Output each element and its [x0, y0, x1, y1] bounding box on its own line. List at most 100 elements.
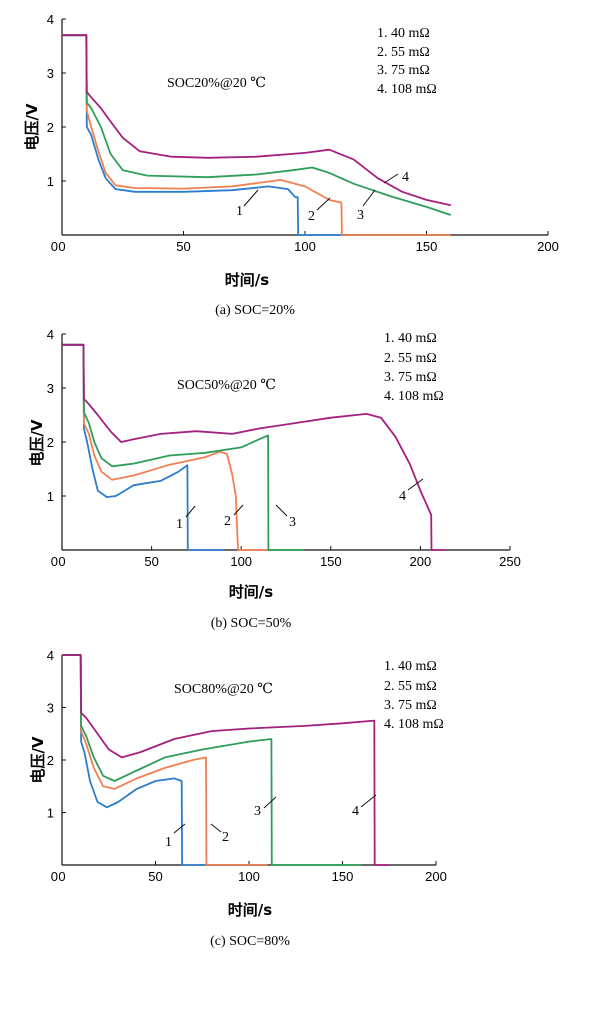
y-tick-label-a: 4: [47, 12, 54, 27]
x-tick-label-b: 150: [320, 554, 342, 569]
curve-label-a-2: 2: [308, 209, 315, 224]
legend-a-4: 4. 108 mΩ: [377, 82, 437, 97]
series-line-c-2: [62, 654, 268, 866]
x-tick-label-a: 200: [537, 239, 559, 254]
origin-label-b: 0: [51, 554, 58, 569]
curve-label-b-4: 4: [399, 489, 406, 504]
series-line-a-4: [62, 34, 451, 207]
axes-c: 0 50 100 150 200 1 2 3 4 0: [47, 648, 447, 884]
legend-b-1: 1. 40 mΩ: [384, 331, 437, 346]
x-tick-label-c: 0: [58, 869, 65, 884]
x-tick-label-a: 50: [176, 239, 190, 254]
label-line-b-4: [407, 478, 424, 491]
axes-b: 0 50 100 150 200 250 1 2 3 4 0: [47, 327, 521, 569]
curve-label-b-3: 3: [289, 515, 296, 530]
y-tick-label-c: 2: [47, 753, 54, 768]
x-tick-label-c: 100: [238, 869, 260, 884]
caption-c: (c) SOC=80%: [210, 934, 290, 949]
series-a: [62, 34, 452, 236]
curve-label-a-1: 1: [236, 204, 243, 219]
x-tick-label-a: 100: [294, 239, 316, 254]
y-tick-label-b: 1: [47, 489, 54, 504]
y-tick-label-a: 2: [47, 120, 54, 135]
condition-b: SOC50%@20 ℃: [177, 378, 276, 393]
legend-b-2: 2. 55 mΩ: [384, 351, 437, 366]
y-axis-label-b: 电压/V: [28, 419, 46, 466]
legend-a-2: 2. 55 mΩ: [377, 45, 430, 60]
legend-b-4: 4. 108 mΩ: [384, 389, 444, 404]
series-b: [62, 343, 446, 551]
x-axis-label-b: 时间/s: [229, 583, 273, 601]
x-tick-label-b: 50: [144, 554, 158, 569]
origin-label-c: 0: [51, 869, 58, 884]
x-tick-label-c: 150: [332, 869, 354, 884]
series-line-b-4: [62, 343, 446, 551]
y-tick-label-b: 2: [47, 435, 54, 450]
legend-c-3: 3. 75 mΩ: [384, 698, 437, 713]
legend-c-2: 2. 55 mΩ: [384, 679, 437, 694]
y-axis-label-a: 电压/V: [23, 103, 41, 150]
y-tick-label-b: 4: [47, 327, 54, 342]
y-tick-label-b: 3: [47, 381, 54, 396]
series-line-a-2: [62, 34, 451, 236]
legend-a-1: 1. 40 mΩ: [377, 26, 430, 41]
x-axis-label-a: 时间/s: [225, 271, 269, 289]
label-line-a-4: [383, 173, 399, 184]
panel-c: 0 50 100 150 200 1 2 3 4 0 1 2 3 4 SOC80%@20 ℃ 1.…: [29, 648, 447, 949]
condition-c: SOC80%@20 ℃: [174, 682, 273, 697]
curve-label-b-2: 2: [224, 514, 231, 529]
condition-a: SOC20%@20 ℃: [167, 76, 266, 91]
y-tick-label-a: 1: [47, 174, 54, 189]
series-line-c-4: [62, 654, 390, 866]
x-tick-label-c: 50: [148, 869, 162, 884]
series-line-b-2: [62, 343, 269, 551]
curve-label-a-4: 4: [402, 170, 409, 185]
y-tick-label-c: 3: [47, 701, 54, 716]
label-line-a-3: [362, 189, 376, 207]
series-c: [62, 654, 390, 866]
panel-a: 0 50 100 150 200 1 2 3 4 0 1 2 3 4 SOC20%@20 ℃ 1.…: [23, 12, 559, 318]
curve-label-c-2: 2: [222, 830, 229, 845]
label-line-b-3: [275, 504, 288, 517]
label-line-a-2: [316, 197, 331, 211]
label-lines-a: [243, 173, 399, 211]
x-tick-label-b: 200: [410, 554, 432, 569]
curve-label-c-1: 1: [165, 835, 172, 850]
label-line-b-1: [185, 505, 196, 518]
curve-label-a-3: 3: [357, 208, 364, 223]
curve-label-c-4: 4: [352, 804, 359, 819]
label-line-a-1: [243, 189, 259, 207]
x-tick-label-a: 150: [416, 239, 438, 254]
caption-a: (a) SOC=20%: [215, 303, 295, 318]
x-tick-label-c: 200: [425, 869, 447, 884]
legend-c-1: 1. 40 mΩ: [384, 659, 437, 674]
curve-label-b-1: 1: [176, 517, 183, 532]
series-line-a-3: [62, 34, 452, 216]
x-tick-label-a: 0: [58, 239, 65, 254]
x-tick-label-b: 0: [58, 554, 65, 569]
x-axis-label-c: 时间/s: [228, 901, 272, 919]
label-line-c-3: [263, 796, 277, 809]
series-line-b-3: [62, 343, 304, 551]
series-line-c-1: [62, 654, 268, 866]
x-tick-label-b: 100: [230, 554, 252, 569]
y-tick-label-a: 3: [47, 66, 54, 81]
series-line-b-1: [62, 343, 224, 551]
label-line-c-2: [210, 823, 222, 833]
caption-b: (b) SOC=50%: [211, 616, 292, 631]
origin-label-a: 0: [51, 239, 58, 254]
axes-a: 0 50 100 150 200 1 2 3 4 0: [47, 12, 559, 254]
y-tick-label-c: 4: [47, 648, 54, 663]
series-line-a-1: [62, 34, 451, 236]
series-line-c-3: [62, 654, 362, 866]
label-line-b-2: [233, 504, 244, 516]
legend-a-3: 3. 75 mΩ: [377, 63, 430, 78]
label-line-c-1: [173, 823, 186, 834]
y-axis-label-c: 电压/V: [29, 736, 47, 783]
y-tick-label-c: 1: [47, 806, 54, 821]
label-lines-c: [173, 794, 377, 834]
panel-b: 0 50 100 150 200 250 1 2 3 4 0 1 2 3 4 SOC50%@20 ℃…: [28, 327, 521, 631]
label-line-c-4: [360, 794, 377, 808]
x-tick-label-b: 250: [499, 554, 521, 569]
